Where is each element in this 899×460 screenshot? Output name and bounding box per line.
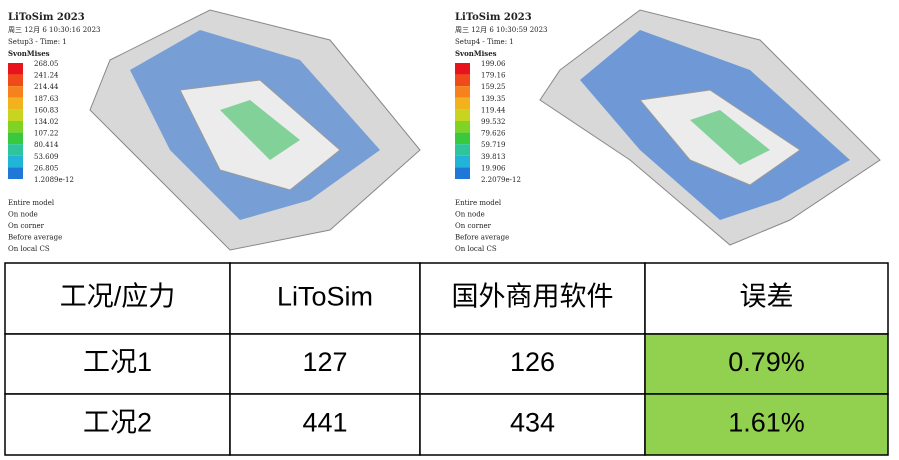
legend-swatch	[455, 155, 470, 168]
table-cell	[4, 393, 231, 456]
cell-text: 434	[510, 408, 555, 438]
table-cell	[419, 333, 646, 395]
legend-value: 2.2079e-12	[481, 176, 521, 184]
legend-swatch	[455, 132, 470, 145]
note: On local CS	[8, 245, 50, 253]
note: On local CS	[455, 245, 497, 253]
note: On node	[8, 211, 38, 219]
legend-value: 79.626	[481, 130, 506, 138]
cell-text: 441	[302, 408, 347, 438]
header-cell-text: 误差	[740, 282, 794, 312]
legend-value: 99.532	[481, 118, 506, 126]
legend-swatch	[8, 144, 23, 156]
legend-value: 59.719	[481, 141, 506, 149]
header-cell-text: 工况/应力	[60, 282, 176, 312]
table-cell	[229, 393, 421, 456]
legend-swatch	[455, 121, 470, 133]
legend-value: 199.06	[481, 60, 506, 68]
note: Entire model	[455, 199, 502, 207]
legend-value: 53.609	[34, 153, 59, 161]
legend-swatch	[8, 63, 23, 75]
app-title: LiToSim 2023	[455, 12, 532, 23]
legend-value: 80.414	[34, 141, 59, 149]
legend-swatch	[455, 167, 470, 179]
legend-swatch	[455, 86, 470, 98]
legend-swatch	[455, 74, 470, 87]
header-cell-text: 国外商用软件	[452, 282, 614, 312]
note: Before average	[8, 234, 62, 242]
legend-value: 187.63	[34, 95, 59, 103]
note: On corner	[455, 222, 492, 230]
setup: Setup4 - Time: 1	[455, 38, 514, 46]
legend-swatch	[455, 144, 470, 156]
table-cell	[644, 393, 889, 456]
legend-swatch	[455, 109, 470, 121]
note: Entire model	[8, 199, 55, 207]
cell-text: 0.79%	[728, 347, 805, 377]
setup: Setup3 - Time: 1	[8, 38, 67, 46]
legend-value: 107.22	[34, 130, 59, 138]
legend-swatch	[8, 132, 23, 145]
result-name: SvonMises	[455, 49, 497, 58]
header-cell-text: LiToSim	[277, 282, 373, 312]
legend-swatch	[8, 74, 23, 87]
legend-value: 39.813	[481, 153, 506, 161]
table-cell	[644, 333, 889, 395]
note: Before average	[455, 234, 509, 242]
legend-value: 119.44	[481, 106, 506, 114]
legend-swatch	[8, 109, 23, 121]
legend-swatch	[8, 155, 23, 168]
legend-value: 19.906	[481, 164, 506, 172]
date: 周三 12月 6 10:30:59 2023	[455, 26, 548, 34]
legend-value: 241.24	[34, 72, 59, 80]
legend-value: 134.02	[34, 118, 59, 126]
legend-value: 160.83	[34, 106, 59, 114]
legend-value: 214.44	[34, 83, 59, 91]
legend-swatch	[8, 121, 23, 133]
cell-text: 126	[510, 347, 555, 377]
cell-text: 1.61%	[728, 408, 805, 438]
legend-swatch	[8, 97, 23, 110]
cell-text: 127	[302, 347, 347, 377]
date: 周三 12月 6 10:30:16 2023	[8, 26, 101, 34]
cell-text: 工况2	[83, 408, 152, 438]
cell-text: 工况1	[83, 347, 152, 377]
legend-value: 159.25	[481, 83, 506, 91]
frame-left	[89, 9, 421, 251]
result-name: SvonMises	[8, 49, 50, 58]
legend-swatch	[455, 63, 470, 75]
legend-value: 179.16	[481, 72, 506, 80]
legend-value: 1.2089e-12	[34, 176, 74, 184]
legend-value: 26.805	[34, 164, 59, 172]
note: On corner	[8, 222, 45, 230]
legend-swatch	[455, 97, 470, 110]
legend-value: 268.05	[34, 60, 59, 68]
table-cell	[4, 333, 231, 395]
frame-right	[539, 9, 881, 246]
legend-value: 139.35	[481, 95, 506, 103]
table-cell	[229, 333, 421, 395]
note: On node	[455, 211, 485, 219]
app-title: LiToSim 2023	[8, 12, 85, 23]
legend-swatch	[8, 86, 23, 98]
legend-swatch	[8, 167, 23, 179]
